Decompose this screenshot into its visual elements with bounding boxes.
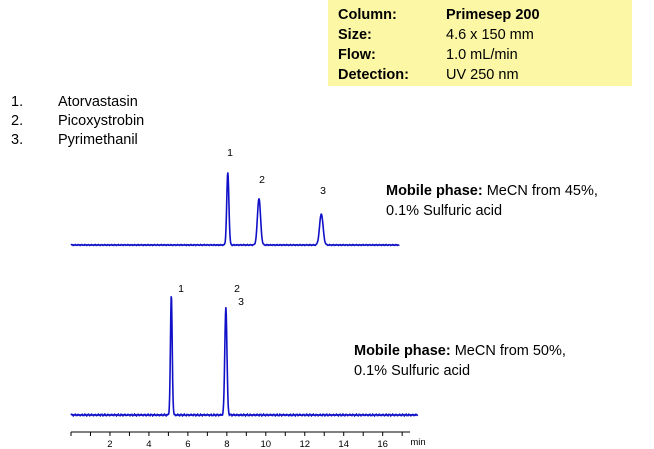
mobile-phase-bottom-line1: MeCN from 50%, xyxy=(450,343,566,359)
compound-number: 3. xyxy=(11,132,24,148)
compound-name: Atorvastasin xyxy=(58,94,138,110)
x-tick-label: 4 xyxy=(146,439,151,449)
peak-label: 3 xyxy=(320,185,326,197)
condition-value: 4.6 x 150 mm xyxy=(446,27,534,43)
condition-key: Flow: xyxy=(338,47,376,63)
mobile-phase-top-line2: 0.1% Sulfuric acid xyxy=(386,203,503,219)
peak-label: 2 xyxy=(259,174,265,186)
condition-value: Primesep 200 xyxy=(446,7,540,23)
x-tick-label: 10 xyxy=(261,439,272,449)
conditions-box: Column: Primesep 200 Size: 4.6 x 150 mm Flow… xyxy=(328,0,632,86)
peak-label: 1 xyxy=(227,147,233,159)
compound-name: Picoxystrobin xyxy=(58,113,145,129)
chromatogram-trace xyxy=(70,172,400,247)
condition-key: Size: xyxy=(338,27,372,43)
mobile-phase-bottom: Mobile phase: MeCN from 50%, 0.1% Sulfur… xyxy=(354,341,566,381)
mobile-phase-bottom-line2: 0.1% Sulfuric acid xyxy=(354,363,471,379)
mobile-phase-top-label: Mobile phase: xyxy=(386,183,483,199)
peak-label: 2 xyxy=(234,283,240,295)
condition-value: UV 250 nm xyxy=(446,67,519,83)
x-tick-label: 16 xyxy=(377,439,388,449)
x-tick-label: 2 xyxy=(107,439,112,449)
mobile-phase-top: Mobile phase: MeCN from 45%, 0.1% Sulfur… xyxy=(386,181,598,221)
peak-label: 1 xyxy=(178,283,184,295)
condition-value: 1.0 mL/min xyxy=(446,47,518,63)
x-tick-label: 14 xyxy=(338,439,349,449)
chromatogram-trace xyxy=(70,296,419,418)
condition-key: Column: xyxy=(338,7,397,23)
mobile-phase-top-line1: MeCN from 45%, xyxy=(482,183,598,199)
mobile-phase-bottom-label: Mobile phase: xyxy=(354,343,451,359)
x-axis-unit-label: min xyxy=(410,437,425,448)
peak-label: 3 xyxy=(238,296,244,308)
compound-number: 2. xyxy=(11,113,24,129)
x-tick-label: 6 xyxy=(185,439,190,449)
x-tick-label: 8 xyxy=(224,439,229,449)
condition-key: Detection: xyxy=(338,67,409,83)
compound-number: 1. xyxy=(11,94,24,110)
compound-name: Pyrimethanil xyxy=(58,132,138,148)
x-tick-label: 12 xyxy=(299,439,310,449)
